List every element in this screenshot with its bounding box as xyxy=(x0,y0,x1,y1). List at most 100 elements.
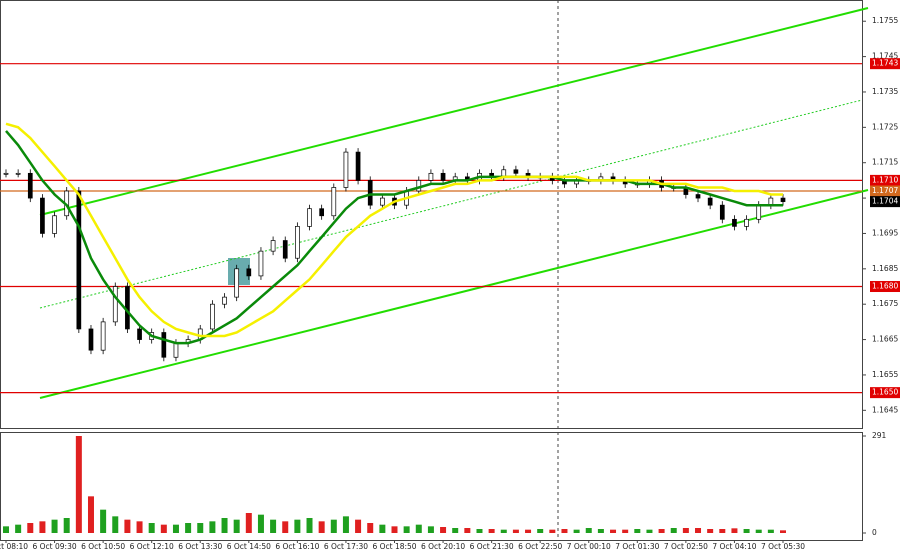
level-label: 1.1680 xyxy=(872,282,898,291)
candle xyxy=(695,194,701,199)
volume-bar xyxy=(245,513,252,533)
volume-bar xyxy=(63,518,70,533)
volume-bar xyxy=(306,518,313,533)
volume-bar xyxy=(87,496,94,533)
x-tick-label: 7 Oct 05:30 xyxy=(761,542,805,551)
volume-bar xyxy=(112,516,119,533)
volume-tick-label: 291 xyxy=(872,431,887,440)
plot-layer: 1.1645 1.1655 1.1665 1.1675 1.1685 1.1695 1.17… xyxy=(0,16,900,551)
candle xyxy=(270,240,276,252)
candle xyxy=(355,151,361,181)
volume-bar xyxy=(440,527,447,533)
volume-tick-label: 0 xyxy=(872,528,877,537)
x-tick-label: 6 Oct 22:50 xyxy=(518,542,562,551)
level-label-box xyxy=(870,58,900,70)
volume-bar xyxy=(525,529,532,533)
volume-bar xyxy=(464,528,471,533)
last-price-box xyxy=(870,196,900,208)
x-tick-label: 6 Oct 08:10 xyxy=(0,542,28,551)
candle xyxy=(137,328,142,340)
volume-bar xyxy=(646,529,653,533)
volume-bar xyxy=(257,514,264,533)
candle xyxy=(756,204,762,220)
volume-bar xyxy=(100,509,107,533)
candle xyxy=(295,226,300,259)
volume-bar xyxy=(512,529,519,533)
candle xyxy=(125,286,130,330)
moving-average xyxy=(5,122,783,338)
volume-bar xyxy=(573,529,580,533)
volume-bar xyxy=(427,526,434,533)
level-label-box xyxy=(870,281,900,293)
volume-bar xyxy=(585,528,592,533)
volume-bar xyxy=(330,519,337,533)
volume-bar xyxy=(342,516,349,533)
candle xyxy=(3,172,9,175)
candle xyxy=(282,240,288,259)
volume-bar xyxy=(488,529,495,533)
level-label: 1.1707 xyxy=(872,186,898,195)
volume-bar xyxy=(695,528,702,533)
x-tick-label: 6 Oct 14:50 xyxy=(227,542,271,551)
x-tick-label: 6 Oct 20:10 xyxy=(421,542,465,551)
y-tick-label: 1.1745 xyxy=(872,52,898,61)
candle xyxy=(367,180,373,206)
y-tick-label: 1.1695 xyxy=(872,228,898,237)
volume-bar xyxy=(622,529,629,533)
candle xyxy=(88,328,94,351)
y-tick-label: 1.1675 xyxy=(872,299,898,308)
volume-bar xyxy=(415,524,422,533)
x-tick-label: 6 Oct 13:30 xyxy=(178,542,222,551)
x-tick-label: 6 Oct 21:30 xyxy=(470,542,514,551)
volume-bar xyxy=(707,529,714,533)
y-tick-label: 1.1655 xyxy=(872,370,898,379)
volume-bar xyxy=(51,519,58,533)
candle xyxy=(307,208,312,227)
x-tick-label: 6 Oct 09:30 xyxy=(33,542,77,551)
level-label: 1.1650 xyxy=(872,388,898,397)
candle xyxy=(343,151,349,188)
volume-bar xyxy=(731,528,738,533)
candle xyxy=(27,172,33,199)
volume-bar xyxy=(15,524,22,533)
candle xyxy=(707,197,713,206)
volume-bar xyxy=(755,529,762,533)
candle xyxy=(719,204,725,220)
volume-bar xyxy=(270,519,277,533)
volume-bar xyxy=(367,523,374,533)
x-tick-label: 7 Oct 02:50 xyxy=(664,542,708,551)
channel-lower xyxy=(39,189,869,399)
volume-bar xyxy=(670,528,677,533)
volume-bar xyxy=(780,530,786,533)
volume-bar xyxy=(136,521,143,533)
y-tick-label: 1.1735 xyxy=(872,87,898,96)
volume-bar xyxy=(233,519,240,533)
volume-bar xyxy=(221,518,228,533)
level-label-box xyxy=(870,174,900,186)
volume-bar xyxy=(549,529,556,533)
volume-bar xyxy=(355,519,362,533)
volume-bar xyxy=(610,529,617,533)
candle xyxy=(428,172,434,181)
candle xyxy=(40,197,45,234)
volume-bar xyxy=(148,523,155,533)
volume-pane xyxy=(0,432,863,541)
level-label: 1.1710 xyxy=(872,175,898,184)
last-price-label: 1.1704 xyxy=(872,197,898,206)
candle xyxy=(744,218,749,227)
candle xyxy=(210,303,215,330)
candle xyxy=(780,197,786,202)
x-tick-label: 7 Oct 01:30 xyxy=(615,542,659,551)
candle xyxy=(513,169,519,174)
candle xyxy=(52,215,57,234)
volume-bar xyxy=(172,524,179,533)
x-tick-label: 6 Oct 12:10 xyxy=(130,542,174,551)
x-tick-label: 7 Oct 04:10 xyxy=(712,542,756,551)
volume-bar xyxy=(39,521,46,533)
candle xyxy=(161,332,167,358)
y-tick-label: 1.1725 xyxy=(872,122,898,131)
candle xyxy=(173,342,179,358)
volume-bar xyxy=(124,519,131,533)
candle xyxy=(246,268,252,277)
